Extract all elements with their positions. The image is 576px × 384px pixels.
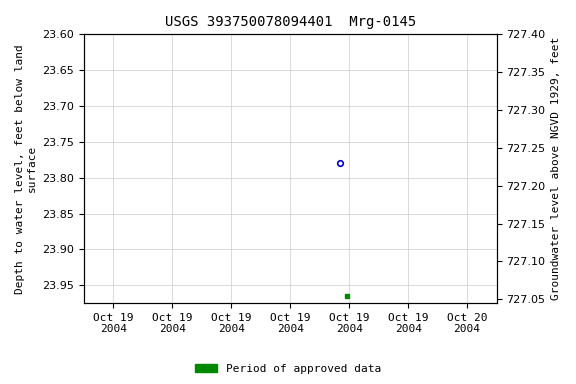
Legend: Period of approved data: Period of approved data — [191, 359, 385, 379]
Y-axis label: Depth to water level, feet below land
surface: Depth to water level, feet below land su… — [15, 44, 37, 294]
Title: USGS 393750078094401  Mrg-0145: USGS 393750078094401 Mrg-0145 — [165, 15, 416, 29]
Y-axis label: Groundwater level above NGVD 1929, feet: Groundwater level above NGVD 1929, feet — [551, 37, 561, 300]
